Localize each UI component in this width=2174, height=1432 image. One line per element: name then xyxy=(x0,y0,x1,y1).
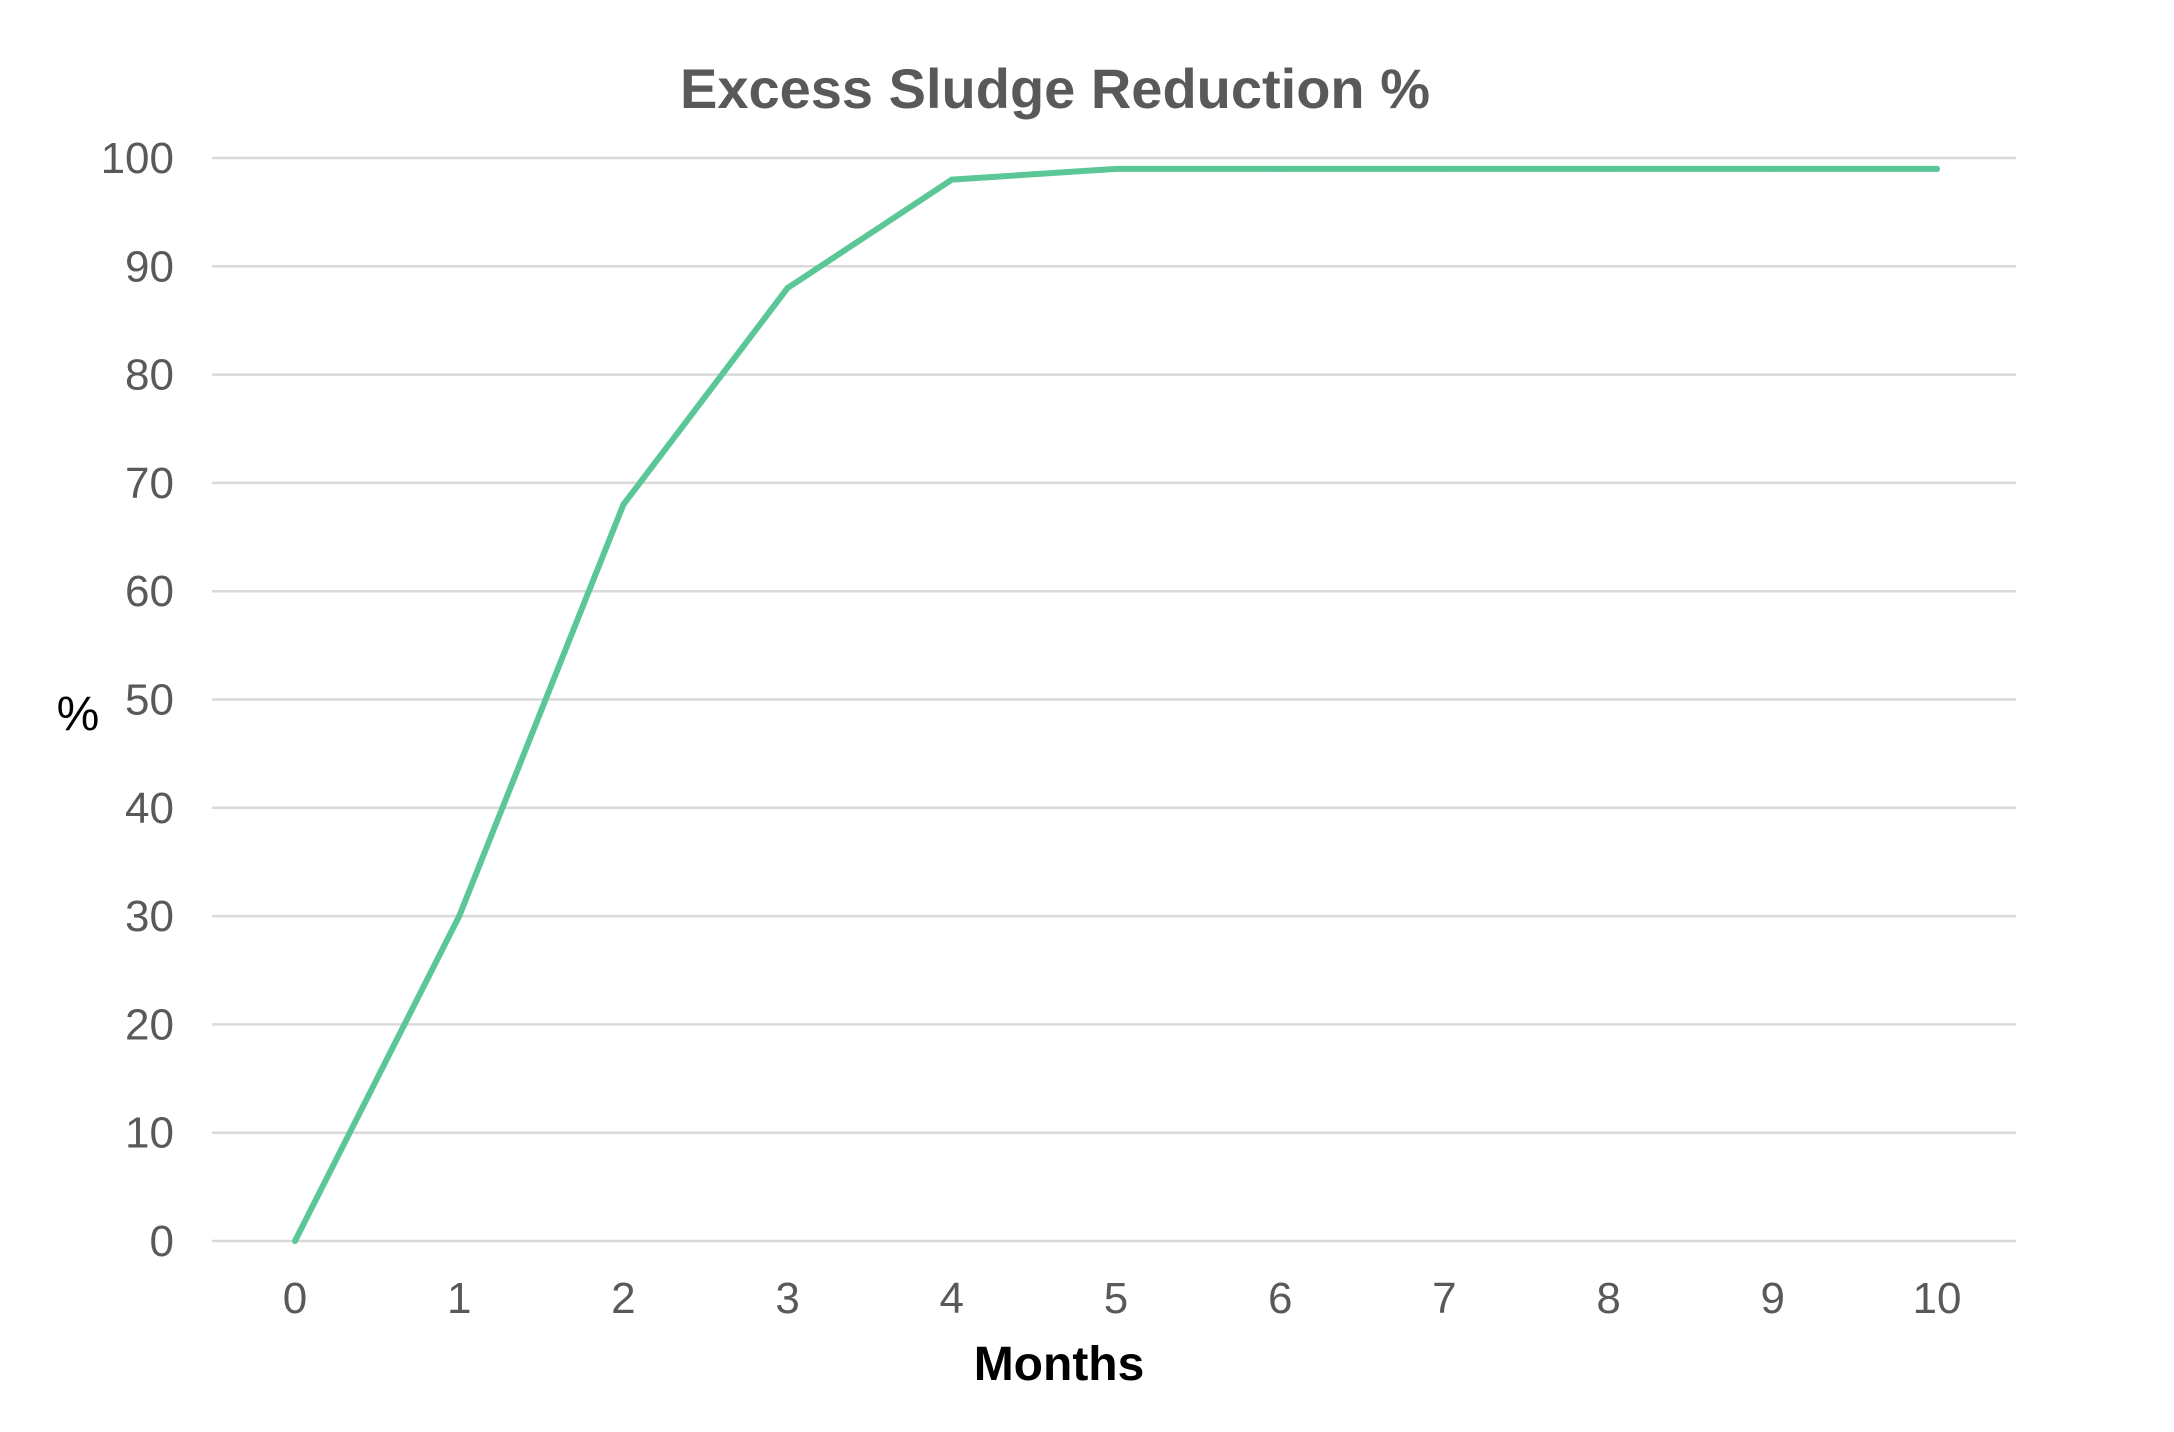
data-point xyxy=(1441,165,1448,172)
y-axis-ticks: 0 10 20 30 40 50 60 70 80 90 100 xyxy=(101,134,174,1266)
x-tick-label: 5 xyxy=(1104,1274,1128,1323)
y-tick-label: 60 xyxy=(125,567,174,616)
chart-title: Excess Sludge Reduction % xyxy=(680,57,1430,120)
y-axis-label: % xyxy=(57,688,100,741)
y-tick-label: 10 xyxy=(125,1109,174,1158)
x-axis-ticks: 0 1 2 3 4 5 6 7 8 9 10 xyxy=(283,1274,1962,1323)
x-tick-label: 1 xyxy=(447,1274,471,1323)
x-tick-label: 0 xyxy=(283,1274,307,1323)
x-tick-label: 2 xyxy=(611,1274,635,1323)
x-axis-label: Months xyxy=(974,1338,1145,1391)
data-point xyxy=(1605,165,1612,172)
data-point xyxy=(620,501,627,508)
x-tick-label: 6 xyxy=(1268,1274,1292,1323)
y-tick-label: 100 xyxy=(101,134,174,183)
y-tick-label: 50 xyxy=(125,676,174,725)
x-tick-label: 3 xyxy=(775,1274,799,1323)
x-tick-label: 8 xyxy=(1596,1274,1620,1323)
data-point xyxy=(784,284,791,291)
x-tick-label: 4 xyxy=(940,1274,964,1323)
y-tick-label: 40 xyxy=(125,784,174,833)
x-tick-label: 7 xyxy=(1432,1274,1456,1323)
y-tick-label: 80 xyxy=(125,351,174,400)
data-point xyxy=(1277,165,1284,172)
y-tick-label: 70 xyxy=(125,459,174,508)
data-point xyxy=(948,176,955,183)
x-tick-label: 9 xyxy=(1761,1274,1785,1323)
data-point xyxy=(292,1238,298,1244)
y-tick-label: 0 xyxy=(150,1217,174,1266)
data-point xyxy=(456,913,463,920)
data-point xyxy=(1769,165,1776,172)
series-group xyxy=(292,165,1940,1244)
y-tick-label: 20 xyxy=(125,1000,174,1049)
series-line xyxy=(292,165,1940,1244)
data-point xyxy=(1934,165,1940,172)
data-point xyxy=(1113,165,1119,172)
y-tick-label: 90 xyxy=(125,242,174,291)
x-tick-label: 10 xyxy=(1913,1274,1962,1323)
grid-lines xyxy=(212,156,2016,1243)
y-tick-label: 30 xyxy=(125,892,174,941)
